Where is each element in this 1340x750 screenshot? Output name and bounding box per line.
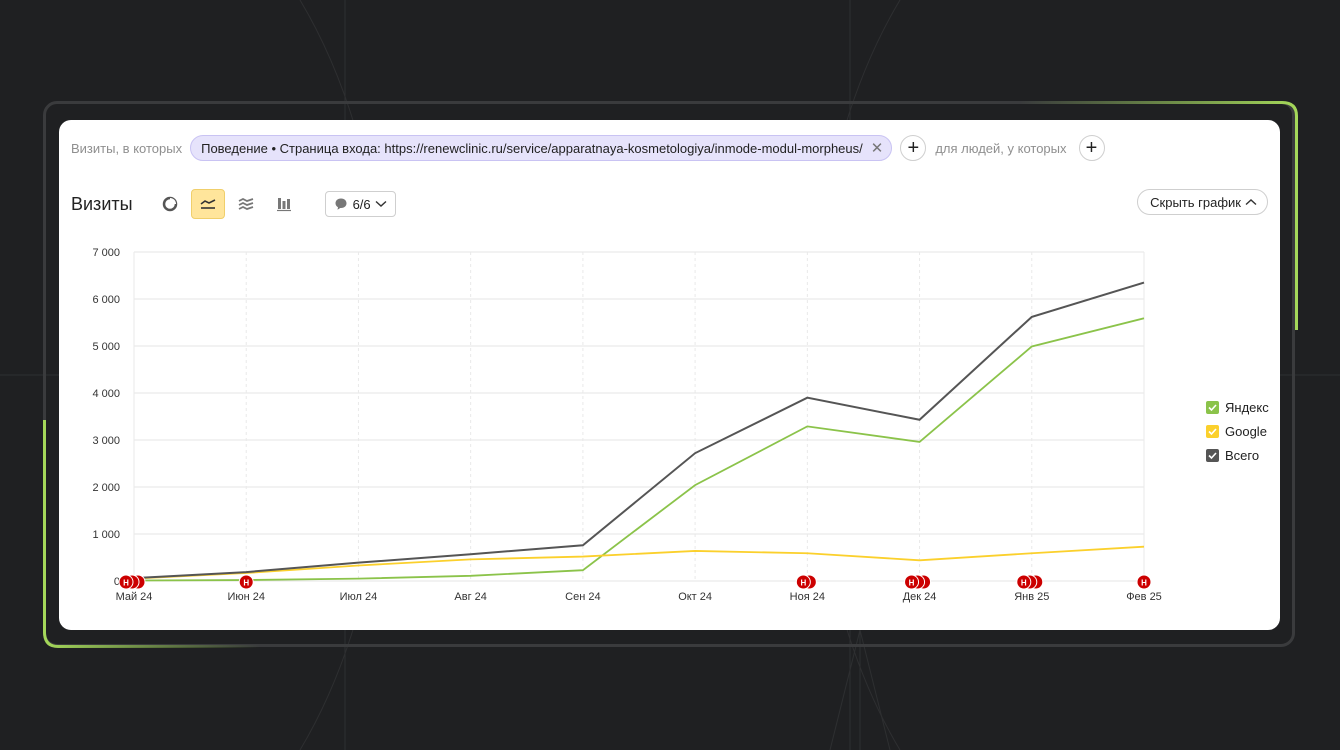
segment-label: Поведение • Страница входа: https://rene… (201, 140, 863, 156)
x-tick-label: Фев 25 (1126, 591, 1162, 603)
chart-toolbar: Визиты (71, 188, 396, 220)
legend-item-google[interactable]: Google (1206, 419, 1269, 443)
checkbox-icon[interactable] (1206, 424, 1219, 438)
series-line-3 (133, 281, 1145, 580)
y-tick-label: 7 000 (92, 247, 120, 259)
y-tick-label: 4 000 (92, 388, 120, 400)
checkbox-icon[interactable] (1206, 400, 1219, 414)
pie-chart-button[interactable] (153, 189, 187, 219)
x-tick-label: Окт 24 (678, 591, 712, 603)
legend-item-total[interactable]: Всего (1206, 443, 1269, 467)
segment-filter-row: Визиты, в которых Поведение • Страница в… (71, 134, 1105, 162)
bar-chart-button[interactable] (267, 189, 301, 219)
hide-chart-button[interactable]: Скрыть график (1137, 189, 1268, 215)
annotation-marker-label: Н (909, 579, 915, 588)
area-chart-icon (238, 197, 253, 210)
legend-item-yandex[interactable]: Яндекс (1206, 395, 1269, 419)
line-chart-button[interactable] (190, 189, 225, 219)
area-chart-button[interactable] (229, 189, 263, 219)
y-tick-label: 3 000 (92, 435, 120, 447)
plus-icon: + (1085, 137, 1098, 159)
chevron-up-icon (1245, 199, 1257, 206)
x-tick-label: Июл 24 (340, 591, 378, 603)
legend-label: Всего (1225, 447, 1260, 463)
close-icon[interactable]: ✕ (870, 140, 884, 157)
notes-select[interactable]: 6/6 (324, 191, 396, 217)
annotation-marker-label: Н (243, 579, 249, 588)
report-card: Визиты, в которых Поведение • Страница в… (59, 120, 1280, 630)
chevron-down-icon (375, 200, 387, 207)
line-chart-icon (200, 199, 215, 209)
bar-chart-icon (276, 198, 291, 212)
x-tick-label: Авг 24 (454, 591, 486, 603)
legend-label: Яндекс (1225, 399, 1269, 415)
add-visit-condition-button[interactable]: + (900, 135, 927, 161)
plus-icon: + (907, 137, 920, 159)
notes-count: 6/6 (352, 196, 371, 212)
hide-chart-label: Скрыть график (1150, 194, 1241, 210)
legend-label: Google (1225, 423, 1267, 439)
y-tick-label: 6 000 (92, 294, 120, 306)
annotation-marker-label: Н (123, 579, 129, 588)
x-tick-label: Июн 24 (227, 591, 265, 603)
checkbox-icon[interactable] (1206, 448, 1219, 462)
filter-prefix: Визиты, в которых (71, 140, 183, 156)
page-title: Визиты (71, 193, 133, 214)
pie-chart-icon (162, 196, 177, 212)
y-tick-label: 2 000 (92, 482, 120, 494)
y-tick-label: 5 000 (92, 341, 120, 353)
series-line-1 (133, 317, 1145, 582)
annotation-marker (238, 574, 254, 590)
people-label: для людей, у которых (935, 140, 1067, 156)
x-tick-label: Май 24 (116, 591, 153, 603)
add-people-condition-button[interactable]: + (1078, 135, 1105, 161)
x-tick-label: Дек 24 (903, 591, 937, 603)
y-tick-label: 1 000 (92, 529, 120, 541)
y-tick-label: 0 (114, 576, 120, 588)
chart-legend: Яндекс Google Всего (1206, 395, 1269, 467)
annotation-marker-label: Н (1141, 579, 1147, 588)
visits-line-chart: 0 1 000 2 000 3 000 4 000 5 000 6 000 7 000 Май … (92, 247, 1162, 603)
annotation-marker (118, 574, 134, 590)
x-tick-label: Ноя 24 (790, 591, 825, 603)
annotation-marker-label: Н (800, 579, 806, 588)
x-tick-label: Янв 25 (1014, 591, 1049, 603)
segment-pill[interactable]: Поведение • Страница входа: https://rene… (190, 135, 893, 161)
annotation-marker (904, 574, 920, 590)
annotation-marker-label: Н (1021, 579, 1027, 588)
x-tick-label: Сен 24 (565, 591, 600, 603)
comment-icon (335, 198, 347, 210)
annotation-marker (1016, 574, 1032, 590)
annotation-marker (795, 574, 811, 590)
card-frame (43, 101, 1295, 647)
annotation-marker (1136, 574, 1152, 590)
series-line-2 (133, 545, 1145, 580)
